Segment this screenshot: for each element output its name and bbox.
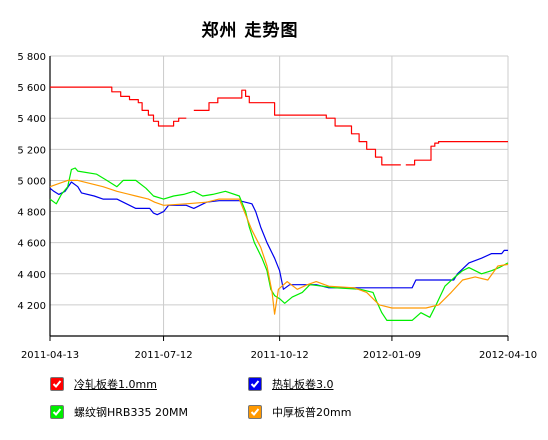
series-line-1: [50, 86, 508, 166]
y-tick-label: 5 800: [17, 52, 46, 63]
y-tick-label: 5 400: [17, 114, 46, 125]
series-line-4: [49, 179, 509, 315]
x-tick-label: 2011-10-12: [251, 350, 309, 361]
legend-item-rebar[interactable]: 螺纹钢HRB335 20MM: [50, 404, 188, 420]
checkbox-icon[interactable]: [248, 405, 262, 419]
legend-label[interactable]: 中厚板普20mm: [272, 406, 352, 419]
legend-label[interactable]: 冷轧板卷1.0mm: [74, 378, 157, 391]
legend-label[interactable]: 螺纹钢HRB335 20MM: [74, 406, 188, 419]
chart-legend: 冷轧板卷1.0mm 热轧板卷3.0 螺纹钢HRB335 20MM 中厚板普20m…: [50, 372, 520, 432]
checkbox-icon[interactable]: [50, 405, 64, 419]
y-tick-label: 5 600: [17, 83, 46, 94]
y-tick-label: 4 400: [17, 270, 46, 281]
x-tick-label: 2011-04-13: [21, 350, 79, 361]
legend-label[interactable]: 热轧板卷3.0: [272, 378, 334, 391]
legend-item-medium-plate[interactable]: 中厚板普20mm: [248, 404, 351, 420]
x-tick-label: 2012-04-10: [479, 350, 537, 361]
x-tick-label: 2012-01-09: [363, 350, 421, 361]
legend-item-hot-rolled[interactable]: 热轧板卷3.0: [248, 376, 334, 392]
series-line-2: [49, 181, 508, 290]
y-tick-label: 4 200: [17, 301, 46, 312]
y-tick-label: 5 000: [17, 176, 46, 187]
chart-title: 郑州 走势图: [201, 21, 299, 41]
checkbox-icon[interactable]: [50, 377, 64, 391]
checkbox-icon[interactable]: [248, 377, 262, 391]
y-tick-label: 4 800: [17, 208, 46, 219]
series-line-3: [49, 167, 509, 321]
legend-item-cold-rolled[interactable]: 冷轧板卷1.0mm: [50, 376, 157, 392]
line-chart: 4 200 4 400 4 600 4 800 5 000 5 200 5 400 5 600…: [17, 52, 537, 361]
y-tick-label: 5 200: [17, 145, 46, 156]
y-tick-label: 4 600: [17, 239, 46, 250]
x-tick-label: 2011-07-12: [134, 350, 192, 361]
